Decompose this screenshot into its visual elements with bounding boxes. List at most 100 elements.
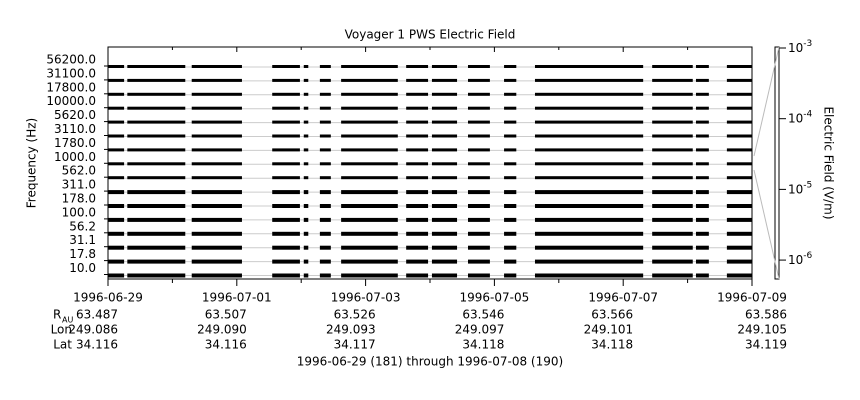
- data-segment: [431, 231, 458, 236]
- data-segment: [406, 78, 429, 82]
- ephemeris-value: 63.507: [205, 308, 247, 322]
- data-segment: [127, 217, 186, 222]
- data-segment: [341, 78, 398, 82]
- data-segment: [534, 65, 644, 68]
- data-segment: [272, 273, 300, 278]
- data-segment: [272, 106, 300, 110]
- ephemeris-value: 63.586: [745, 308, 787, 322]
- ephemeris-label: Lat: [53, 338, 72, 352]
- data-segment: [127, 190, 186, 195]
- data-segment: [272, 162, 300, 166]
- data-segment: [191, 65, 242, 68]
- data-segment: [303, 259, 309, 264]
- data-segment: [303, 120, 309, 124]
- data-segment: [431, 148, 458, 152]
- data-segment: [108, 259, 125, 264]
- data-segment: [695, 65, 709, 68]
- data-segment: [303, 162, 309, 166]
- ephemeris-value: 249.093: [326, 323, 376, 337]
- data-segment: [319, 134, 331, 138]
- data-segment: [431, 65, 458, 68]
- data-segment: [504, 190, 517, 195]
- data-segment: [534, 134, 644, 138]
- data-segment: [319, 217, 331, 222]
- data-segment: [695, 259, 709, 264]
- data-segment: [406, 65, 429, 68]
- data-segment: [108, 162, 125, 166]
- data-segment: [319, 65, 331, 68]
- data-segment: [319, 259, 331, 264]
- data-segment: [191, 245, 242, 250]
- data-segment: [534, 273, 644, 278]
- data-segment: [695, 92, 709, 96]
- data-segment: [534, 162, 644, 166]
- data-segment: [303, 273, 309, 278]
- data-segment: [467, 259, 490, 264]
- data-segment: [303, 190, 309, 195]
- data-segment: [341, 259, 398, 264]
- data-segment: [467, 245, 490, 250]
- ephemeris-value: 63.566: [591, 308, 633, 322]
- y-tick-label: 1780.0: [54, 136, 96, 150]
- data-segment: [431, 217, 458, 222]
- data-segment: [504, 106, 517, 110]
- x-tick-label: 1996-07-09: [717, 291, 787, 305]
- data-segment: [272, 134, 300, 138]
- data-segment: [504, 176, 517, 180]
- data-segment: [303, 148, 309, 152]
- data-segment: [406, 106, 429, 110]
- data-segment: [127, 176, 186, 180]
- data-segment: [695, 176, 709, 180]
- data-segment: [534, 78, 644, 82]
- x-tick-label: 1996-06-29: [73, 291, 143, 305]
- data-segment: [319, 78, 331, 82]
- data-segment: [695, 78, 709, 82]
- data-segment: [191, 204, 242, 208]
- data-segment: [695, 190, 709, 195]
- chart-title: Voyager 1 PWS Electric Field: [345, 28, 516, 42]
- y2-tick-exponent: -4: [803, 109, 812, 119]
- data-segment: [191, 78, 242, 82]
- data-segment: [467, 204, 490, 208]
- data-segment: [695, 231, 709, 236]
- data-segment: [341, 245, 398, 250]
- y2-axis-label: Electric Field (V/m): [822, 106, 836, 219]
- data-segment: [504, 78, 517, 82]
- data-segment: [652, 120, 693, 124]
- data-segment: [467, 65, 490, 68]
- data-segment: [726, 148, 752, 152]
- data-segment: [341, 134, 398, 138]
- data-segment: [108, 92, 125, 96]
- data-segment: [431, 190, 458, 195]
- data-segment: [127, 134, 186, 138]
- data-segment: [272, 190, 300, 195]
- y-tick-label: 56.2: [69, 219, 96, 233]
- data-segment: [319, 204, 331, 208]
- data-segment: [504, 259, 517, 264]
- data-segment: [652, 204, 693, 208]
- data-segment: [406, 134, 429, 138]
- data-segment: [534, 245, 644, 250]
- data-segment: [406, 273, 429, 278]
- data-segment: [108, 231, 125, 236]
- data-segment: [406, 148, 429, 152]
- y2-tick-label: 10-6: [788, 251, 813, 267]
- data-segment: [504, 92, 517, 96]
- data-segment: [652, 176, 693, 180]
- data-segment: [341, 120, 398, 124]
- data-segment: [431, 176, 458, 180]
- data-segment: [695, 273, 709, 278]
- data-segment: [319, 176, 331, 180]
- data-segment: [127, 204, 186, 208]
- y-tick-label: 10000.0: [46, 94, 96, 108]
- data-segment: [504, 162, 517, 166]
- data-segment: [272, 78, 300, 82]
- y2-tick-exponent: -5: [803, 180, 812, 190]
- y2-tick-label: 10-5: [788, 180, 812, 196]
- data-segment: [341, 148, 398, 152]
- data-segment: [726, 134, 752, 138]
- data-segment: [695, 106, 709, 110]
- ephemeris-value: 34.119: [745, 338, 787, 352]
- data-segment: [695, 148, 709, 152]
